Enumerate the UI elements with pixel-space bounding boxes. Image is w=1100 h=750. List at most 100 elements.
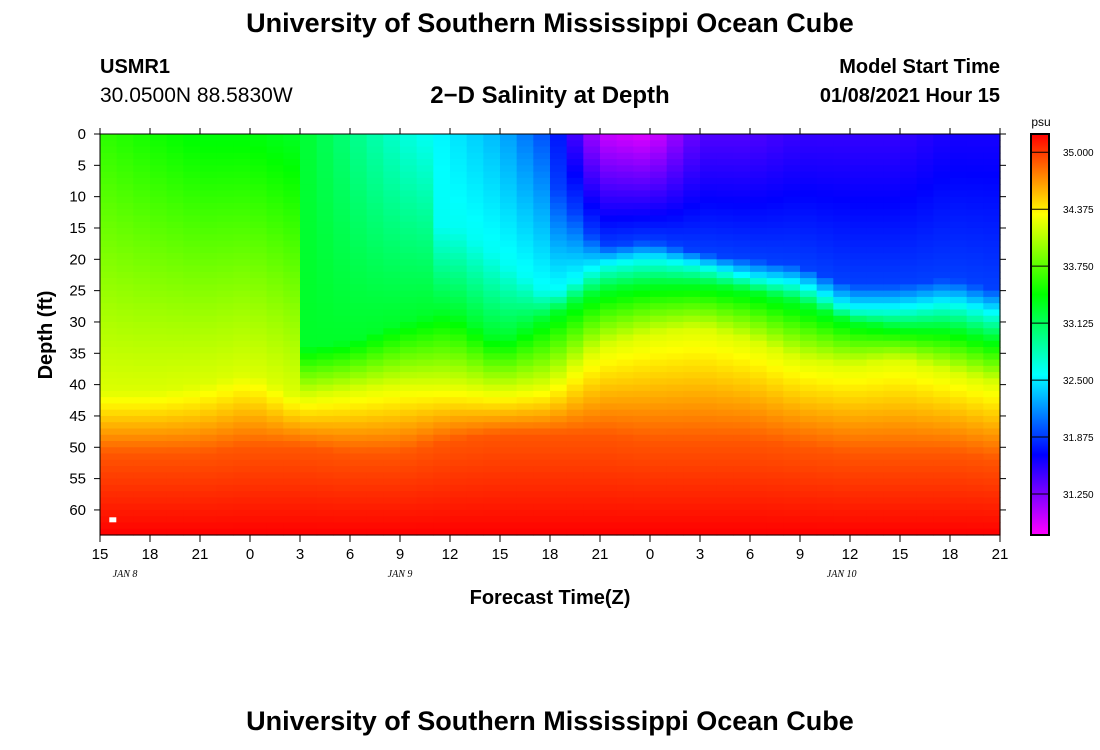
heatmap-cell: [850, 403, 868, 411]
heatmap-cell: [150, 372, 168, 379]
heatmap-cell: [250, 234, 268, 242]
heatmap-cell: [300, 516, 318, 524]
heatmap-cell: [266, 478, 284, 486]
heatmap-cell: [750, 328, 768, 336]
heatmap-cell: [900, 202, 918, 210]
heatmap-cell: [250, 516, 268, 524]
heatmap-cell: [416, 309, 434, 317]
heatmap-cell: [850, 215, 868, 223]
heatmap-cell: [866, 403, 884, 411]
heatmap-cell: [866, 528, 884, 536]
heatmap-cell: [533, 428, 551, 436]
top-title: University of Southern Mississippi Ocean…: [246, 8, 854, 38]
heatmap-cell: [366, 484, 384, 492]
heatmap-cell: [433, 165, 451, 173]
heatmap-cell: [983, 528, 1001, 536]
heatmap-cell: [566, 472, 584, 480]
heatmap-cell: [783, 453, 801, 461]
heatmap-cell: [716, 453, 734, 461]
heatmap-cell: [633, 171, 651, 179]
heatmap-cell: [333, 202, 351, 210]
model-start-time: 01/08/2021 Hour 15: [819, 85, 1000, 107]
heatmap-cell: [516, 184, 534, 191]
heatmap-cell: [300, 315, 318, 323]
heatmap-cell: [166, 359, 184, 367]
heatmap-cell: [300, 146, 318, 154]
heatmap-cell: [533, 209, 551, 217]
heatmap-cell: [533, 259, 551, 267]
heatmap-cell: [350, 159, 368, 166]
heatmap-cell: [883, 140, 901, 148]
y-tick-label: 5: [78, 157, 86, 174]
heatmap-cell: [866, 265, 884, 273]
heatmap-cell: [633, 240, 651, 248]
heatmap-cell: [766, 265, 784, 273]
heatmap-cell: [133, 459, 151, 467]
heatmap-cell: [883, 190, 901, 198]
heatmap-cell: [700, 303, 718, 311]
heatmap-cell: [166, 234, 184, 242]
heatmap-cell: [766, 516, 784, 524]
heatmap-cell: [533, 303, 551, 311]
heatmap-cell: [283, 422, 301, 430]
heatmap-cell: [216, 441, 234, 448]
heatmap-cell: [850, 284, 868, 292]
heatmap-cell: [950, 434, 968, 442]
heatmap-cell: [983, 159, 1001, 166]
heatmap-cell: [350, 409, 368, 417]
heatmap-cell: [816, 397, 834, 405]
heatmap-cell: [316, 384, 334, 392]
heatmap-cell: [766, 434, 784, 442]
heatmap-cell: [116, 146, 134, 154]
heatmap-cell: [300, 484, 318, 492]
heatmap-cell: [883, 177, 901, 185]
heatmap-cell: [700, 403, 718, 411]
heatmap-cell: [366, 209, 384, 217]
heatmap-cell: [166, 516, 184, 524]
heatmap-cell: [316, 466, 334, 473]
heatmap-cell: [766, 290, 784, 298]
heatmap-cell: [716, 303, 734, 311]
heatmap-cell: [583, 265, 601, 273]
heatmap-cell: [300, 159, 318, 166]
heatmap-cell: [650, 466, 668, 473]
heatmap-cell: [533, 328, 551, 336]
heatmap-cell: [250, 415, 268, 423]
heatmap-cell: [650, 253, 668, 260]
heatmap-cell: [600, 234, 618, 242]
heatmap-cell: [300, 491, 318, 499]
heatmap-cell: [416, 278, 434, 285]
heatmap-cell: [933, 296, 951, 304]
heatmap-cell: [866, 516, 884, 524]
heatmap-cell: [483, 409, 501, 417]
heatmap-cell: [700, 484, 718, 492]
heatmap-cell: [966, 466, 984, 473]
heatmap-cell: [350, 284, 368, 292]
heatmap-cell: [516, 466, 534, 473]
heatmap-cell: [300, 428, 318, 436]
heatmap-cell: [533, 447, 551, 455]
heatmap-cell: [300, 441, 318, 448]
heatmap-cell: [750, 472, 768, 480]
heatmap-cell: [233, 447, 251, 455]
heatmap-cell: [116, 140, 134, 148]
heatmap-cell: [400, 190, 418, 198]
heatmap-cell: [333, 353, 351, 361]
heatmap-cell: [383, 353, 401, 361]
heatmap-cell: [200, 415, 218, 423]
heatmap-cell: [783, 509, 801, 517]
heatmap-cell: [716, 190, 734, 198]
heatmap-cell: [316, 271, 334, 279]
heatmap-cell: [183, 466, 201, 473]
heatmap-cell: [400, 234, 418, 242]
heatmap-cell: [766, 328, 784, 336]
heatmap-cell: [633, 353, 651, 361]
heatmap-cell: [566, 196, 584, 204]
heatmap-cell: [916, 516, 934, 524]
heatmap-cell: [800, 165, 818, 173]
heatmap-cell: [116, 296, 134, 304]
heatmap-cell: [333, 497, 351, 505]
heatmap-cell: [483, 497, 501, 505]
heatmap-cell: [583, 453, 601, 461]
heatmap-cell: [133, 159, 151, 166]
